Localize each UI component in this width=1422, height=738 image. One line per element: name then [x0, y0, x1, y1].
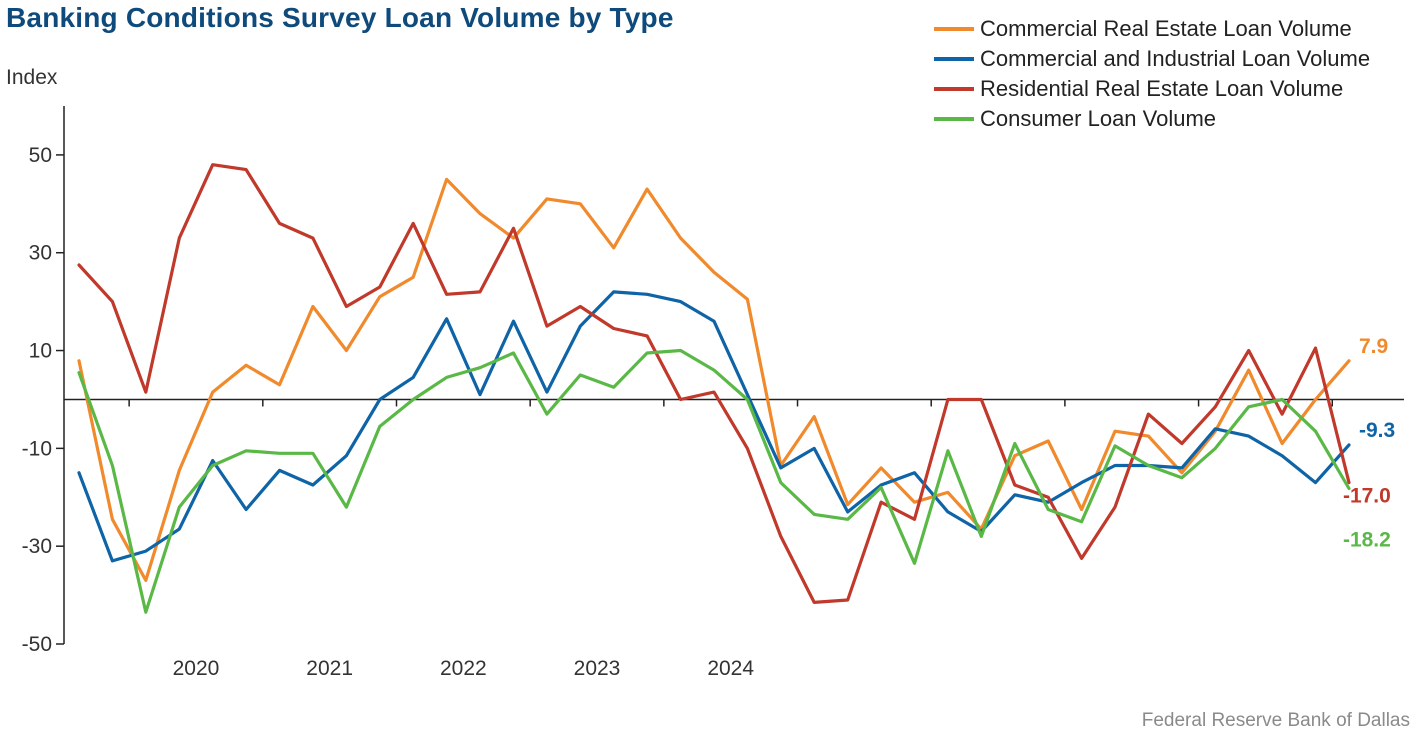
- y-axis-label: Index: [6, 66, 58, 89]
- y-tick-label: -10: [22, 437, 52, 460]
- legend-swatch: [934, 57, 974, 61]
- end-value-label: 7.9: [1359, 335, 1388, 358]
- legend-swatch: [934, 117, 974, 121]
- series-line-1: [77, 177, 1351, 583]
- legend-item: Commercial and Industrial Loan Volume: [934, 44, 1370, 74]
- legend-item: Commercial Real Estate Loan Volume: [934, 14, 1370, 44]
- end-value-label: -9.3: [1359, 419, 1395, 442]
- y-tick-label: -50: [22, 633, 52, 656]
- legend-label: Commercial and Industrial Loan Volume: [980, 46, 1371, 71]
- y-tick-label: 30: [29, 242, 52, 265]
- x-tick-label: 2022: [440, 657, 487, 680]
- legend-item: Consumer Loan Volume: [934, 104, 1370, 134]
- series-line-2: [77, 290, 1351, 563]
- series-line-3: [77, 163, 1351, 605]
- end-value-label: -17.0: [1343, 485, 1391, 508]
- x-tick-label: 2023: [574, 657, 621, 680]
- y-tick-label: 50: [29, 144, 52, 167]
- legend: Commercial Real Estate Loan Volume Commer…: [934, 14, 1370, 134]
- legend-swatch: [934, 87, 974, 91]
- legend-item: Residential Real Estate Loan Volume: [934, 74, 1370, 104]
- x-tick-label: 2020: [173, 657, 220, 680]
- legend-swatch: [934, 27, 974, 31]
- x-tick-label: 2024: [707, 657, 754, 680]
- chart-title: Banking Conditions Survey Loan Volume by…: [6, 2, 674, 33]
- x-tick-label: 2021: [306, 657, 353, 680]
- source-note: Federal Reserve Bank of Dallas: [1141, 710, 1410, 731]
- y-tick-label: 10: [29, 340, 52, 363]
- legend-label: Residential Real Estate Loan Volume: [980, 76, 1344, 101]
- series-line-4: [77, 348, 1351, 614]
- legend-label: Commercial Real Estate Loan Volume: [980, 16, 1352, 41]
- end-value-label: -18.2: [1343, 528, 1391, 551]
- legend-label: Consumer Loan Volume: [980, 106, 1217, 131]
- y-tick-label: -30: [22, 535, 52, 558]
